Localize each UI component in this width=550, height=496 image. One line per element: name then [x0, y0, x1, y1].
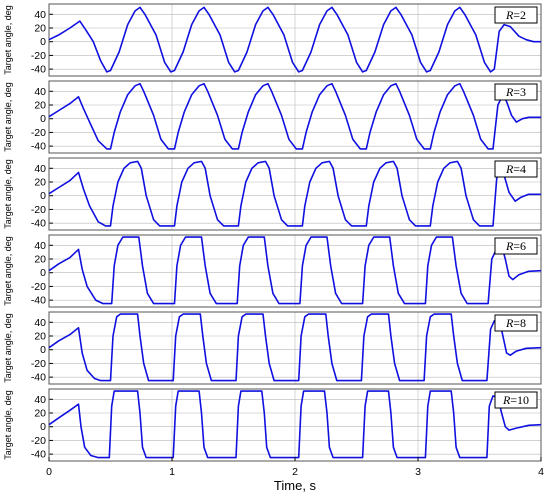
y-axis-label: Target angle, deg — [3, 390, 13, 460]
panel-label: R=3 — [505, 85, 526, 99]
y-axis-label: Target angle, deg — [3, 313, 13, 383]
panel-label-value: =10 — [510, 393, 529, 407]
y-tick-label: 40 — [34, 9, 46, 21]
series-line — [48, 160, 541, 227]
panel-label-box — [494, 391, 538, 409]
x-tick-label: 1 — [169, 466, 175, 478]
panel-label-value: =8 — [513, 316, 526, 330]
y-tick-label: -40 — [31, 295, 46, 307]
x-tick-label: 4 — [538, 466, 544, 478]
y-tick-label: 20 — [34, 23, 46, 35]
panel-label: R=4 — [505, 162, 526, 176]
x-axis-label: Time, s — [274, 478, 317, 493]
y-tick-label: 0 — [40, 113, 46, 125]
panel-6: 40 200 -20 -40 Target angle, deg R=10 — [3, 388, 542, 462]
panel-label-box — [494, 6, 538, 24]
y-tick-label: -40 — [31, 141, 46, 153]
y-tick-label: 20 — [34, 177, 46, 189]
panel-5: 40 200 -20 -40 Target angle, deg R=8 — [3, 311, 542, 385]
y-tick-label: 20 — [34, 254, 46, 266]
y-tick-label: 40 — [34, 317, 46, 329]
panel-label-box — [494, 237, 538, 255]
y-tick-label: -40 — [31, 449, 46, 461]
panel-label-box — [494, 160, 538, 178]
x-tick-label: 0 — [46, 466, 52, 478]
panel-3: 40 200 -20 -40 Target angle, deg R=4 — [3, 157, 542, 231]
y-axis-label: Target angle, deg — [3, 159, 13, 229]
y-tick-label: 0 — [40, 36, 46, 48]
series-line — [48, 313, 542, 382]
panel-label-box — [494, 314, 538, 332]
y-tick-label: -40 — [31, 64, 46, 76]
y-tick-label: -20 — [31, 435, 46, 447]
series-line — [48, 236, 542, 305]
y-tick-label: 20 — [34, 100, 46, 112]
x-tick-label: 3 — [415, 466, 421, 478]
panel-4: 40 200 -20 -40 Target angle, deg R=6 — [3, 234, 542, 308]
x-tick-label: 2 — [292, 466, 298, 478]
y-tick-label: -20 — [31, 204, 46, 216]
y-tick-label: -20 — [31, 281, 46, 293]
y-axis-label: Target angle, deg — [3, 5, 13, 75]
series-line — [48, 390, 542, 459]
panel-label-variable: R — [502, 393, 511, 407]
y-tick-label: -40 — [31, 218, 46, 230]
panel-label: R=6 — [505, 239, 526, 253]
y-axis-label: Target angle, deg — [3, 236, 13, 306]
y-tick-label: 0 — [40, 421, 46, 433]
plot-frame — [48, 3, 542, 77]
y-tick-label: 40 — [34, 86, 46, 98]
y-tick-label: 0 — [40, 344, 46, 356]
panel-label-value: =6 — [513, 239, 526, 253]
y-tick-label: -20 — [31, 358, 46, 370]
y-axis-label: Target angle, deg — [3, 82, 13, 152]
y-tick-label: 20 — [34, 331, 46, 343]
y-tick-label: -20 — [31, 127, 46, 139]
panel-label-value: =2 — [513, 8, 526, 22]
panel-1: 40 200 -20 -40 Target angle, deg R=2 — [3, 3, 542, 77]
panel-label-variable: R — [505, 85, 514, 99]
y-tick-label: 40 — [34, 394, 46, 406]
series-line — [48, 6, 541, 73]
x-axis: 0 1 2 3 4 — [46, 457, 544, 478]
y-tick-label: -40 — [31, 372, 46, 384]
y-tick-label: 0 — [40, 190, 46, 202]
y-tick-label: 20 — [34, 408, 46, 420]
panel-label-variable: R — [505, 316, 514, 330]
panel-label: R=10 — [502, 393, 529, 407]
panel-label-value: =4 — [513, 162, 526, 176]
panel-label-box — [494, 83, 538, 101]
panel-label: R=2 — [505, 8, 526, 22]
y-tick-label: 0 — [40, 267, 46, 279]
panel-label-variable: R — [505, 8, 514, 22]
panel-label: R=8 — [505, 316, 526, 330]
panel-label-value: =3 — [513, 85, 526, 99]
y-tick-label: -20 — [31, 50, 46, 62]
series-line — [48, 82, 541, 150]
panel-2: 40 200 -20 -40 Target angle, deg R=3 — [3, 80, 542, 154]
y-tick-label: 40 — [34, 163, 46, 175]
panel-label-variable: R — [505, 162, 514, 176]
y-tick-label: 40 — [34, 240, 46, 252]
panel-label-variable: R — [505, 239, 514, 253]
